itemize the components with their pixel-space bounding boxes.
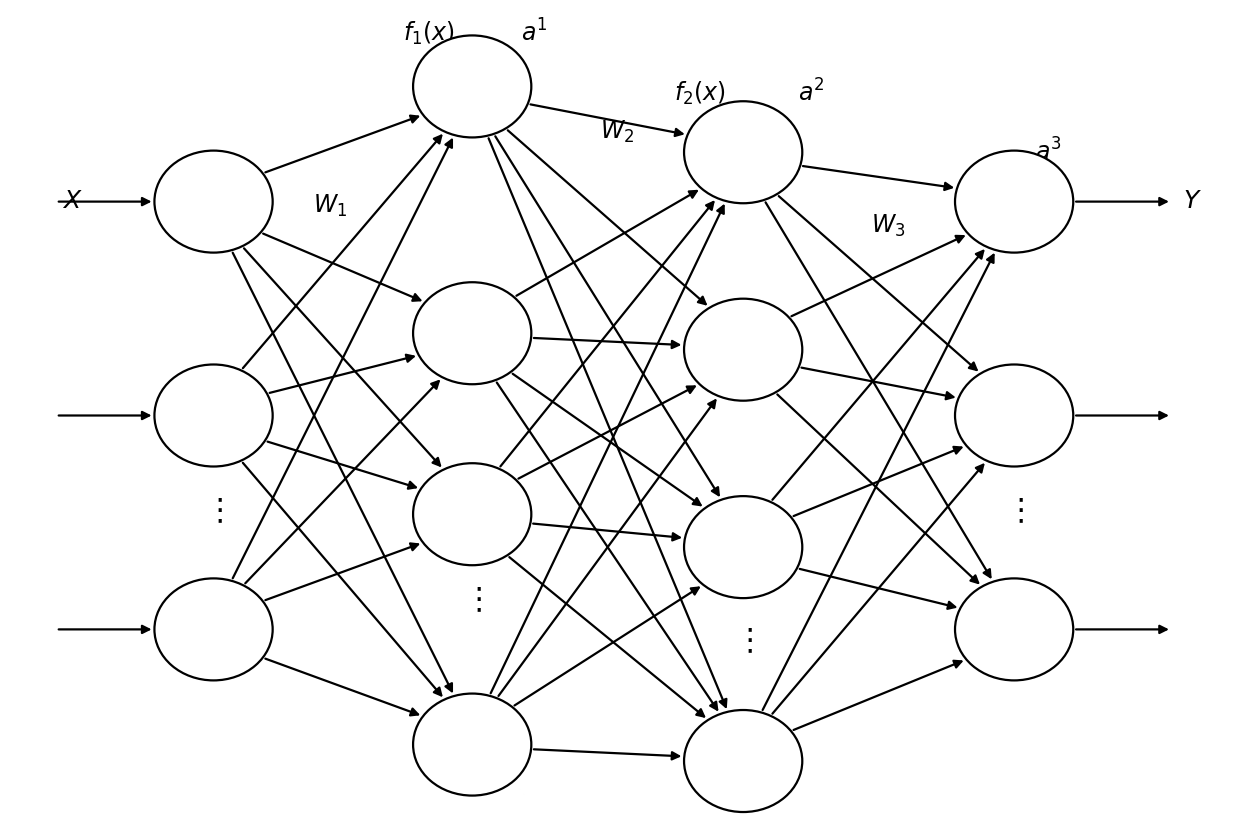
Ellipse shape — [955, 578, 1074, 681]
Text: $X$: $X$ — [62, 190, 82, 213]
Ellipse shape — [155, 150, 273, 253]
Text: $a^1$: $a^1$ — [521, 19, 547, 47]
Text: $a^2$: $a^2$ — [797, 80, 825, 106]
Text: $Y$: $Y$ — [1183, 190, 1202, 213]
Text: $W_2$: $W_2$ — [600, 119, 635, 145]
Ellipse shape — [684, 496, 802, 598]
Text: $\vdots$: $\vdots$ — [734, 627, 753, 657]
Ellipse shape — [155, 578, 273, 681]
Text: $\vdots$: $\vdots$ — [463, 585, 481, 616]
Text: $\vdots$: $\vdots$ — [1004, 496, 1023, 527]
Text: $W_3$: $W_3$ — [872, 214, 905, 239]
Ellipse shape — [684, 298, 802, 401]
Ellipse shape — [955, 150, 1074, 253]
Text: $W_1$: $W_1$ — [314, 193, 347, 219]
Ellipse shape — [955, 365, 1074, 466]
Ellipse shape — [413, 283, 531, 384]
Text: $\vdots$: $\vdots$ — [205, 496, 223, 527]
Ellipse shape — [684, 710, 802, 812]
Ellipse shape — [155, 365, 273, 466]
Text: $a^3$: $a^3$ — [1035, 139, 1061, 166]
Text: $f_1(x)$: $f_1(x)$ — [403, 19, 455, 47]
Text: $f_2(x)$: $f_2(x)$ — [675, 80, 725, 106]
Ellipse shape — [684, 101, 802, 204]
Ellipse shape — [413, 694, 531, 795]
Ellipse shape — [413, 36, 531, 137]
Ellipse shape — [413, 463, 531, 565]
